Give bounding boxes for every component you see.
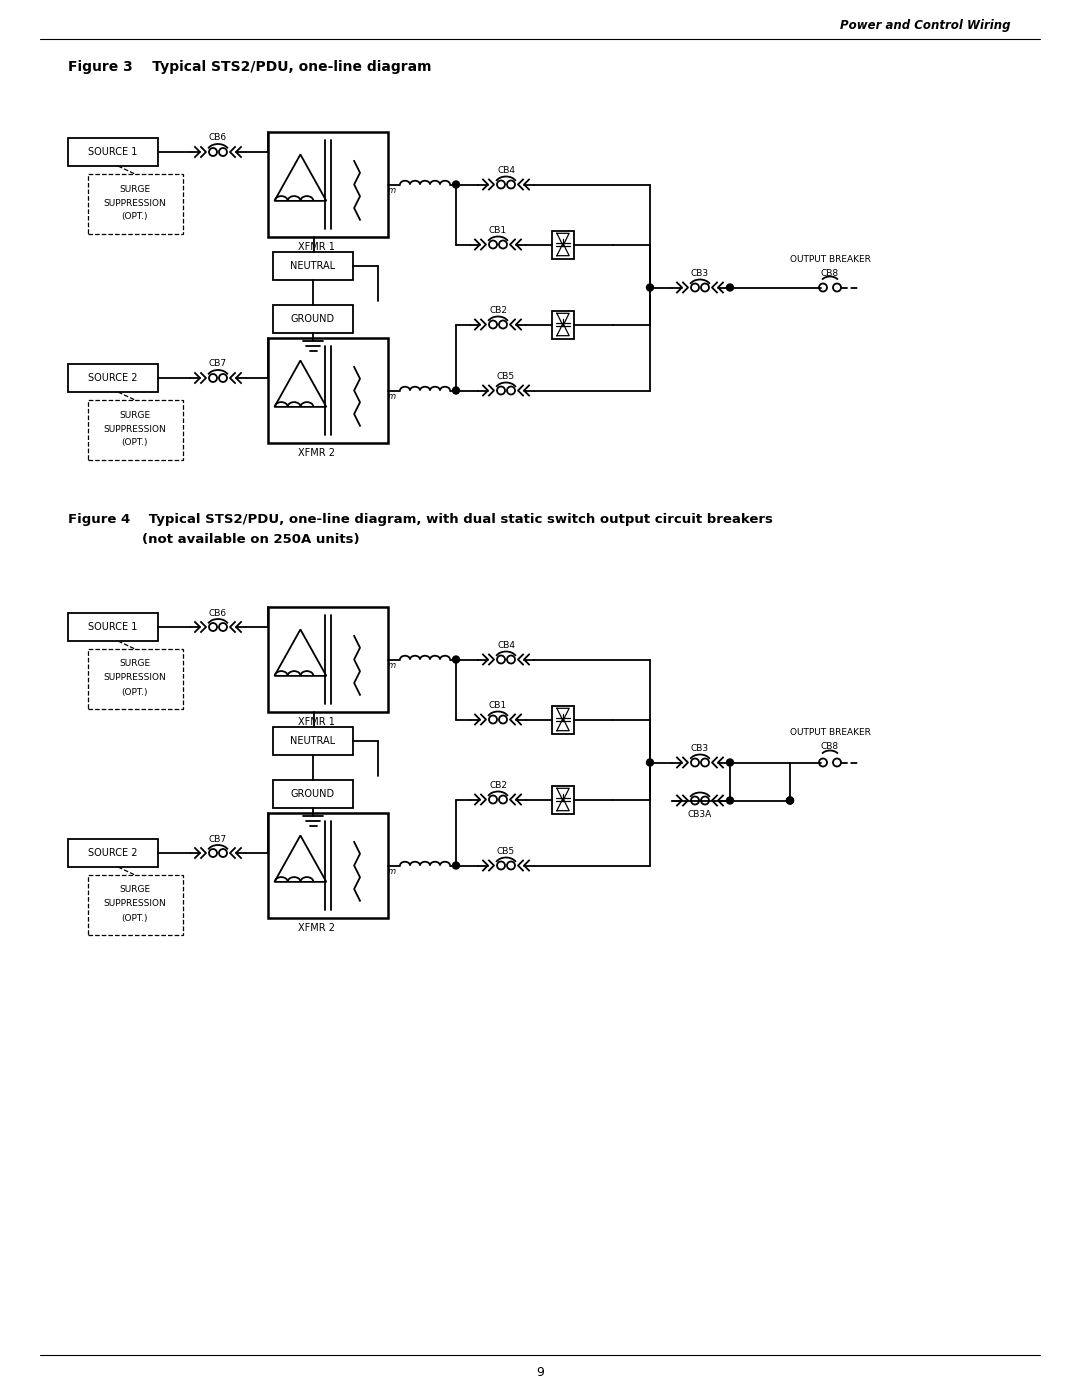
Text: CB3: CB3 [691,745,710,753]
Text: NEUTRAL: NEUTRAL [291,736,336,746]
Circle shape [647,759,653,766]
Bar [68,840,158,868]
Text: SUPPRESSION: SUPPRESSION [104,425,166,433]
Circle shape [727,284,733,291]
Bar [68,138,158,166]
Text: CB8: CB8 [821,742,839,752]
Bar [68,613,158,641]
Text: SUPPRESSION: SUPPRESSION [104,198,166,208]
Bar [273,305,353,332]
Text: OUTPUT BREAKER: OUTPUT BREAKER [789,728,870,738]
Text: CB2: CB2 [489,306,507,314]
Text: CB6: CB6 [208,134,227,142]
Text: CB4: CB4 [497,166,515,175]
Text: XFMR 2: XFMR 2 [298,448,335,458]
Bar [273,251,353,279]
Text: SOURCE 1: SOURCE 1 [89,622,137,631]
Text: OUTPUT BREAKER: OUTPUT BREAKER [789,256,870,264]
Text: GROUND: GROUND [291,789,335,799]
Text: XFMR 1: XFMR 1 [298,242,335,251]
Text: (OPT.): (OPT.) [122,687,148,697]
Text: NEUTRAL: NEUTRAL [291,261,336,271]
Bar [552,705,573,733]
Bar [87,400,183,460]
Text: CB3A: CB3A [688,810,712,819]
Text: m: m [388,868,396,876]
Text: CB1: CB1 [489,701,508,710]
Bar [552,785,573,813]
Circle shape [727,798,733,805]
Text: 9: 9 [536,1365,544,1379]
Circle shape [786,798,794,805]
Text: GROUND: GROUND [291,314,335,324]
Bar [268,131,388,237]
Bar [87,650,183,710]
Bar [268,338,388,443]
Text: CB5: CB5 [497,372,515,381]
Text: (OPT.): (OPT.) [122,914,148,922]
Circle shape [453,387,459,394]
Text: SUPPRESSION: SUPPRESSION [104,673,166,683]
Text: CB5: CB5 [497,847,515,856]
Bar [87,875,183,935]
Text: SURGE: SURGE [120,886,150,894]
Bar [87,175,183,235]
Text: m: m [388,186,396,196]
Text: XFMR 1: XFMR 1 [298,717,335,726]
Text: m: m [388,661,396,671]
Text: m: m [388,393,396,401]
Text: Figure 3    Typical STS2/PDU, one-line diagram: Figure 3 Typical STS2/PDU, one-line diag… [68,60,432,74]
Bar [273,780,353,807]
Text: XFMR 2: XFMR 2 [298,923,335,933]
Text: CB4: CB4 [497,641,515,650]
Circle shape [453,182,459,189]
Text: SURGE: SURGE [120,659,150,669]
Text: CB7: CB7 [208,359,227,369]
Circle shape [647,284,653,291]
Text: CB8: CB8 [821,270,839,278]
Bar [552,310,573,338]
Text: SOURCE 1: SOURCE 1 [89,147,137,156]
Bar [268,608,388,712]
Text: SOURCE 2: SOURCE 2 [89,848,138,858]
Circle shape [453,657,459,664]
Text: Figure 4    Typical STS2/PDU, one-line diagram, with dual static switch output c: Figure 4 Typical STS2/PDU, one-line diag… [68,513,773,525]
Text: SUPPRESSION: SUPPRESSION [104,900,166,908]
Circle shape [453,862,459,869]
Bar [552,231,573,258]
Text: (OPT.): (OPT.) [122,439,148,447]
Bar [268,813,388,918]
Text: (not available on 250A units): (not available on 250A units) [68,534,360,546]
Text: CB3: CB3 [691,270,710,278]
Circle shape [727,759,733,766]
Circle shape [786,798,794,805]
Text: CB6: CB6 [208,609,227,617]
Bar [273,726,353,754]
Bar [68,365,158,393]
Text: SURGE: SURGE [120,184,150,194]
Text: (OPT.): (OPT.) [122,212,148,222]
Text: SURGE: SURGE [120,411,150,419]
Text: CB7: CB7 [208,834,227,844]
Text: Power and Control Wiring: Power and Control Wiring [839,20,1010,32]
Text: CB2: CB2 [489,781,507,789]
Text: CB1: CB1 [489,226,508,235]
Text: SOURCE 2: SOURCE 2 [89,373,138,383]
